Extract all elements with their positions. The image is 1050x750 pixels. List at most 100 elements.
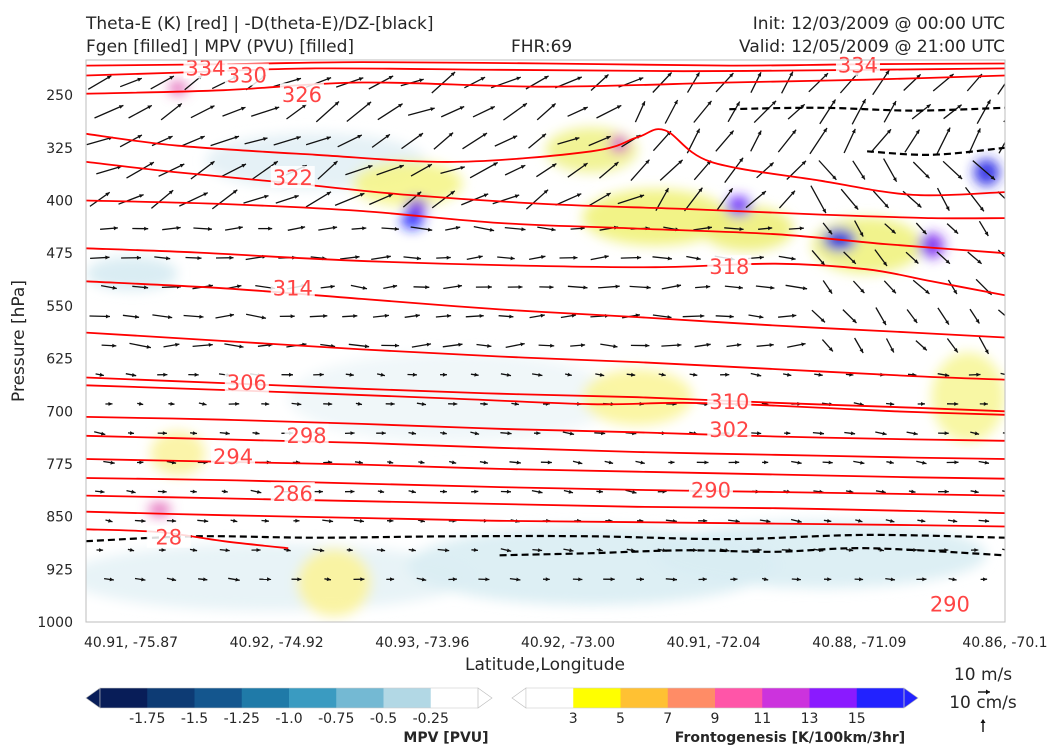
dthetae-contour-2 — [729, 106, 1005, 112]
wind-vector — [250, 106, 280, 117]
colorbar-extend-high — [903, 687, 919, 709]
wind-vector — [104, 577, 114, 582]
wind-vector — [87, 75, 112, 90]
wind-vector — [222, 106, 246, 117]
wind-vector — [785, 284, 808, 291]
wind-vector — [291, 577, 302, 582]
wind-vector — [811, 309, 826, 323]
colorbar-tick: 13 — [801, 711, 819, 727]
wind-vector — [596, 489, 604, 494]
wind-vector — [810, 185, 827, 214]
wind-vector — [536, 163, 557, 178]
wind-vector — [402, 191, 422, 208]
wind-vector — [567, 162, 588, 178]
wind-vector — [976, 99, 992, 125]
wind-vector — [948, 577, 957, 582]
wind-vector — [970, 431, 980, 436]
wind-vector — [118, 193, 144, 205]
wind-vector — [279, 314, 295, 319]
wind-vector — [190, 160, 215, 180]
wind-vector — [504, 226, 526, 232]
wind-vector — [906, 309, 918, 324]
wind-vector — [750, 431, 762, 436]
wind-vector — [590, 74, 609, 91]
wind-vector — [305, 191, 332, 208]
wind-vector — [686, 255, 701, 261]
contour-label-background — [688, 478, 733, 501]
wind-vector — [408, 489, 417, 494]
wind-vector — [1011, 221, 1020, 236]
wind-vector — [946, 223, 959, 235]
wind-vector — [472, 105, 496, 118]
wind-vector — [228, 577, 240, 582]
wind-vector — [539, 285, 554, 290]
wind-vector — [158, 548, 166, 552]
wind-vector — [221, 489, 228, 494]
wind-vector — [696, 460, 709, 465]
wind-vector — [756, 343, 774, 347]
wind-vector — [658, 372, 666, 377]
wind-vector — [150, 189, 174, 209]
wind-vector — [787, 342, 806, 348]
wind-vector — [89, 314, 111, 319]
wind-vector — [745, 190, 767, 209]
wind-vector — [215, 255, 234, 260]
wind-vector — [537, 226, 556, 232]
wind-vector — [448, 577, 458, 582]
wind-vector — [464, 76, 486, 89]
wind-vector — [252, 160, 279, 180]
wind-vector — [682, 314, 705, 318]
contour-label-background — [211, 444, 256, 467]
wind-vector — [150, 75, 175, 90]
wind-vector — [528, 255, 546, 261]
wind-vector — [716, 187, 734, 211]
wind-vector — [136, 460, 144, 465]
wind-vector — [408, 431, 417, 436]
wind-vector — [355, 401, 363, 406]
wind-vector — [134, 577, 146, 582]
wind-vector — [309, 314, 328, 318]
colorbar-swatch — [573, 688, 621, 708]
wind-vector — [555, 193, 582, 206]
contour-label: 294 — [213, 445, 253, 469]
theta-e-contour-282 — [86, 528, 289, 550]
wind-vector — [314, 489, 323, 494]
contour-label-background — [707, 255, 752, 278]
wind-vector — [970, 489, 979, 494]
wind-vector — [353, 519, 365, 523]
wind-vector — [125, 373, 137, 377]
wind-vector — [376, 164, 405, 176]
wind-vector — [129, 342, 152, 349]
wind-vector — [473, 225, 495, 232]
wind-vector — [157, 372, 168, 377]
x-tick-label: 40.91, -72.04 — [667, 635, 761, 651]
wind-vector — [387, 460, 394, 465]
y-tick-label: 325 — [46, 141, 73, 157]
wind-vector — [1011, 402, 1019, 406]
wind-vector — [819, 99, 837, 125]
contour-label-background — [224, 63, 269, 86]
wind-vector — [440, 166, 465, 175]
wind-vector — [100, 284, 117, 290]
wind-vector — [89, 191, 111, 207]
wind-vector — [127, 431, 135, 435]
colorbar-swatch — [667, 688, 716, 708]
wind-vector — [245, 313, 267, 320]
wind-vector — [659, 159, 684, 181]
wind-vector — [286, 103, 307, 120]
wind-vector — [903, 73, 922, 91]
wind-vector — [498, 314, 514, 319]
wind-vector — [531, 489, 543, 494]
wind-vector — [381, 227, 399, 231]
y-tick-label: 850 — [46, 510, 73, 526]
theta-e-contour-14 — [86, 477, 1005, 497]
wind-vector — [385, 402, 395, 406]
wind-vector — [790, 518, 802, 524]
wind-vector — [261, 402, 270, 406]
theta-e-contour-322 — [86, 161, 1005, 220]
colorbar-swatch — [620, 688, 669, 708]
wind-vector — [1010, 280, 1020, 293]
colorbar-swatch — [194, 688, 243, 708]
wind-vector — [784, 431, 791, 436]
wind-vector — [494, 135, 518, 147]
